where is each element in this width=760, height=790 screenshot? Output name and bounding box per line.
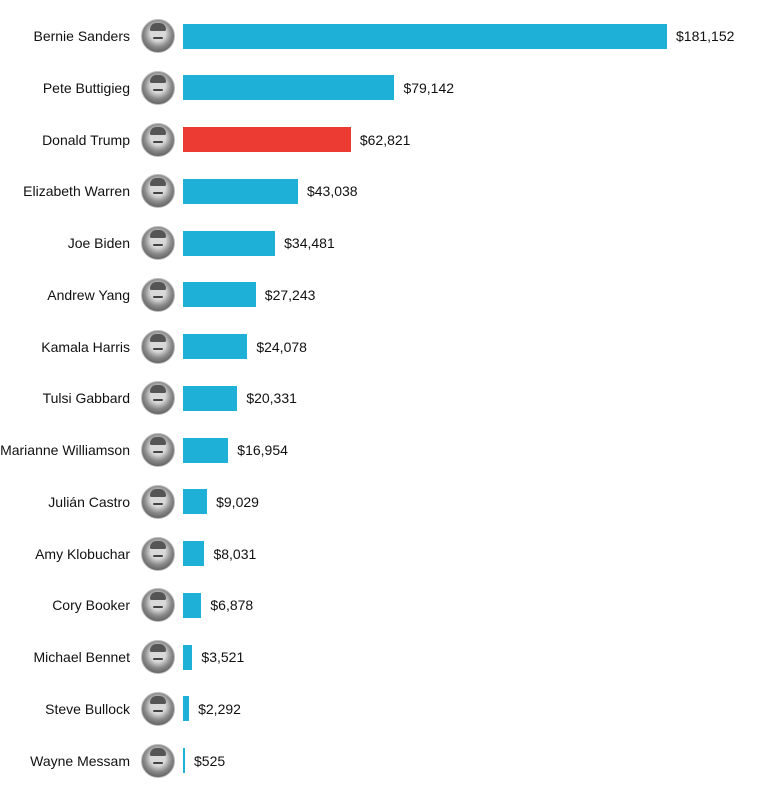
bar bbox=[183, 385, 238, 411]
value-label: $24,078 bbox=[256, 338, 307, 355]
value-label: $43,038 bbox=[306, 183, 358, 200]
candidate-portrait-icon bbox=[141, 329, 175, 364]
category-label: Andrew Yang bbox=[47, 286, 130, 303]
bar bbox=[183, 696, 190, 722]
bar bbox=[183, 178, 298, 204]
category-label: Steve Bullock bbox=[45, 700, 130, 717]
candidate-portrait-icon bbox=[141, 381, 175, 416]
bar bbox=[183, 282, 256, 308]
bar bbox=[183, 748, 185, 773]
value-label: $6,878 bbox=[210, 597, 254, 614]
bar bbox=[183, 644, 193, 670]
bar bbox=[183, 541, 205, 566]
candidate-portrait-icon bbox=[141, 122, 175, 157]
value-label: $8,031 bbox=[213, 545, 257, 562]
candidate-portrait-icon bbox=[141, 588, 175, 623]
bar bbox=[183, 23, 667, 49]
candidate-portrait-icon bbox=[141, 691, 175, 726]
category-label: Joe Biden bbox=[67, 235, 130, 251]
candidate-portrait-icon bbox=[141, 640, 175, 674]
candidate-portrait-icon bbox=[141, 433, 175, 467]
category-label: Marianne Williamson bbox=[0, 442, 130, 458]
value-label: $20,331 bbox=[246, 390, 297, 407]
bar bbox=[183, 230, 276, 256]
category-label: Elizabeth Warren bbox=[23, 183, 130, 200]
value-label: $3,521 bbox=[201, 649, 245, 665]
value-label: $34,481 bbox=[284, 235, 335, 251]
candidate-portrait-icon bbox=[141, 174, 175, 209]
candidate-portrait-icon bbox=[141, 743, 175, 778]
bar bbox=[183, 334, 248, 359]
value-label: $16,954 bbox=[237, 442, 288, 458]
candidate-portrait-icon bbox=[141, 70, 175, 105]
value-label: $27,243 bbox=[264, 286, 316, 303]
category-label: Tulsi Gabbard bbox=[42, 390, 130, 407]
category-label: Donald Trump bbox=[42, 131, 130, 148]
category-label: Michael Bennet bbox=[33, 649, 130, 665]
value-label: $181,152 bbox=[676, 28, 735, 44]
value-label: $2,292 bbox=[198, 700, 241, 717]
category-label: Wayne Messam bbox=[30, 752, 130, 769]
bar bbox=[183, 437, 229, 463]
bar bbox=[183, 592, 202, 618]
category-label: Amy Klobuchar bbox=[35, 545, 130, 562]
value-label: $79,142 bbox=[403, 79, 455, 96]
bar bbox=[183, 127, 351, 152]
category-label: Pete Buttigieg bbox=[42, 79, 130, 96]
candidate-portrait-icon bbox=[141, 484, 175, 519]
category-label: Kamala Harris bbox=[41, 338, 130, 355]
candidate-portrait-icon bbox=[141, 226, 175, 260]
bar bbox=[183, 75, 395, 101]
category-label: Bernie Sanders bbox=[33, 28, 130, 44]
candidate-portrait-icon bbox=[141, 277, 175, 312]
category-label: Julián Castro bbox=[48, 493, 130, 510]
bar bbox=[183, 489, 208, 515]
value-label: $62,821 bbox=[359, 131, 411, 148]
value-label: $9,029 bbox=[216, 493, 259, 510]
candidate-portrait-icon bbox=[141, 19, 175, 53]
candidate-portrait-icon bbox=[141, 536, 175, 571]
value-label: $525 bbox=[194, 752, 226, 769]
category-label: Cory Booker bbox=[52, 597, 130, 614]
